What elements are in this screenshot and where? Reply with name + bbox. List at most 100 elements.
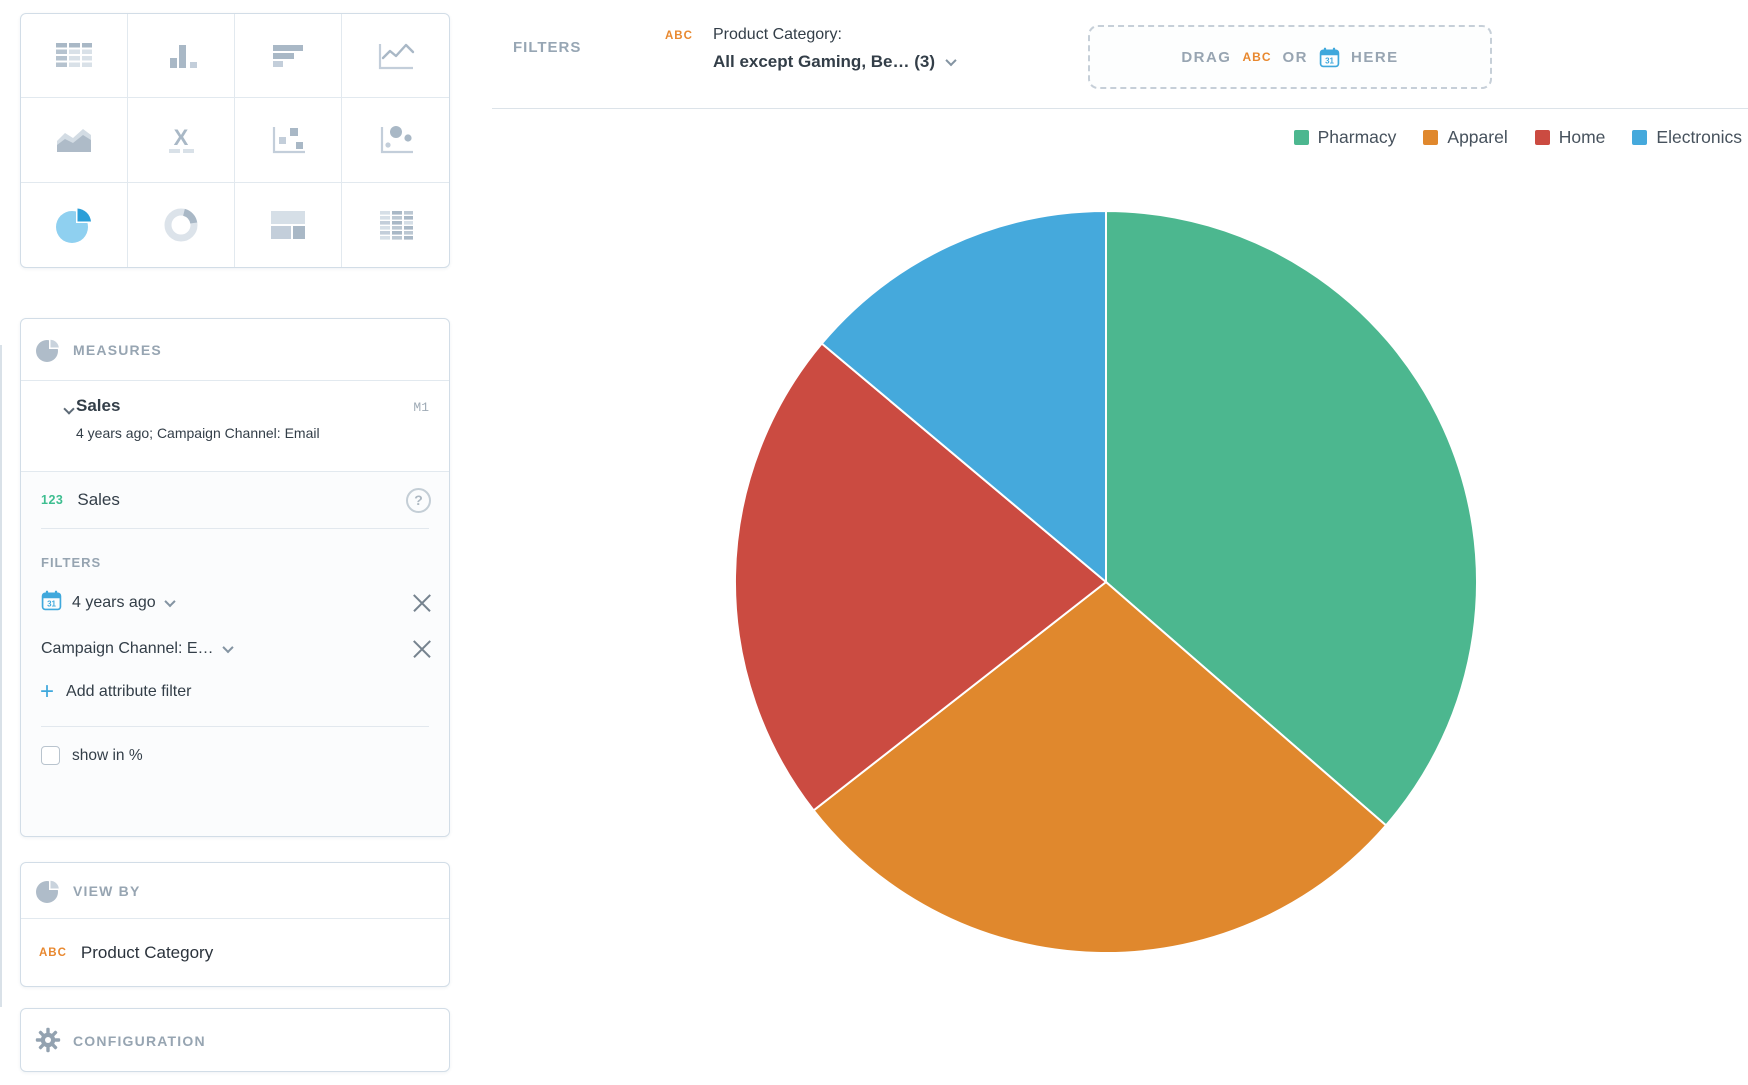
show-in-percent-label: show in %	[72, 746, 143, 764]
add-attribute-filter-label: Add attribute filter	[66, 683, 192, 700]
pie-slice-apparel[interactable]	[812, 580, 1388, 955]
measure-tag: M1	[413, 400, 429, 415]
dropzone-or-label: OR	[1282, 48, 1308, 66]
legend-label: Pharmacy	[1317, 127, 1397, 147]
view-by-header: VIEW BY	[21, 863, 449, 919]
measures-bucket-icon	[36, 337, 61, 362]
view-by-attribute-item[interactable]: ABC Product Category	[21, 919, 449, 986]
measure-detail: 123 Sales ? FILTERS 31 4 years ago Campa…	[21, 472, 449, 836]
remove-filter-icon[interactable]	[413, 640, 431, 658]
product-category-filter-button[interactable]: Product Category: All except Gaming, Be……	[713, 22, 957, 76]
chart-type-treemap[interactable]	[235, 182, 342, 267]
add-attribute-filter-button[interactable]: + Add attribute filter	[40, 678, 429, 706]
metric-row: 123 Sales ?	[21, 472, 449, 528]
view-by-panel: VIEW BY ABC Product Category	[20, 862, 450, 987]
measures-header: MEASURES	[21, 319, 449, 381]
legend-swatch	[1293, 130, 1309, 145]
configuration-title: CONFIGURATION	[73, 1032, 206, 1049]
headline-icon: X	[169, 125, 194, 153]
legend-label: Electronics	[1656, 127, 1742, 147]
chart-type-column-chart[interactable]	[128, 14, 235, 99]
legend-item-home[interactable]: Home	[1534, 127, 1606, 148]
legend-item-pharmacy[interactable]: Pharmacy	[1293, 127, 1397, 148]
dropzone-drag-label: DRAG	[1181, 48, 1232, 66]
view-by-title: VIEW BY	[73, 883, 141, 899]
attribute-type-badge: ABC	[39, 946, 67, 959]
date-filter-row[interactable]: 31 4 years ago	[41, 590, 431, 616]
chevron-down-icon	[221, 641, 234, 654]
attribute-type-badge: ABC	[1242, 50, 1272, 64]
remove-filter-icon[interactable]	[413, 594, 431, 612]
legend-label: Apparel	[1447, 127, 1508, 147]
measure-item-sales[interactable]: Sales M1 4 years ago; Campaign Channel: …	[21, 381, 449, 472]
filter-attribute-name: Product Category:	[713, 26, 842, 43]
legend-swatch	[1423, 130, 1439, 145]
gear-icon	[35, 1027, 61, 1053]
topbar-divider	[492, 108, 1748, 109]
measures-title: MEASURES	[73, 342, 162, 358]
divider	[41, 726, 429, 727]
pie-chart-svg	[734, 209, 1478, 955]
chart-type-pie-chart[interactable]	[21, 182, 128, 267]
chart-type-headline[interactable]: X	[128, 98, 235, 183]
measures-panel: MEASURES Sales M1 4 years ago; Campaign …	[20, 318, 450, 837]
chart-type-heatmap[interactable]	[342, 183, 449, 267]
svg-text:31: 31	[47, 599, 56, 608]
bubble-chart-icon	[380, 125, 413, 154]
treemap-icon	[271, 210, 305, 239]
chevron-down-icon	[945, 54, 957, 67]
legend-label: Home	[1558, 127, 1606, 147]
scatter-plot-icon	[272, 126, 305, 154]
pie-chart-icon	[56, 206, 93, 243]
configuration-header[interactable]: CONFIGURATION	[21, 1027, 449, 1053]
view-by-attribute-label: Product Category	[80, 942, 214, 962]
chart-type-bar-chart[interactable]	[235, 14, 342, 99]
chart-type-table[interactable]	[21, 14, 128, 99]
measure-subtitle: 4 years ago; Campaign Channel: Email	[76, 425, 320, 441]
legend-swatch	[1534, 130, 1550, 145]
show-in-percent-toggle[interactable]: show in %	[41, 746, 429, 765]
column-chart-icon	[170, 44, 197, 68]
chart-type-bubble-chart[interactable]	[342, 98, 449, 183]
area-chart-icon	[57, 128, 91, 152]
pie-slice-pharmacy[interactable]	[1105, 209, 1478, 827]
legend-swatch	[1632, 130, 1648, 145]
chart-type-area-chart[interactable]	[21, 98, 128, 183]
attribute-filter-row[interactable]: Campaign Channel: E…	[41, 636, 431, 662]
table-icon	[56, 42, 92, 67]
filter-dropzone[interactable]: DRAG ABC OR 31 HERE	[1088, 25, 1492, 89]
pie-slice-electronics[interactable]	[820, 209, 1107, 585]
measure-name: Sales	[76, 396, 121, 415]
pie-slice-home[interactable]	[734, 342, 1108, 812]
calendar-icon: 31	[41, 590, 62, 616]
chart-legend: Pharmacy Apparel Home Electronics	[1293, 127, 1742, 148]
topbar-filters-label: FILTERS	[513, 39, 582, 56]
dropzone-here-label: HERE	[1350, 48, 1399, 66]
line-chart-icon	[378, 43, 414, 69]
chart-type-line-chart[interactable]	[342, 14, 449, 99]
svg-text:X: X	[174, 125, 189, 150]
calendar-icon: 31	[1319, 47, 1340, 68]
chart-type-donut-chart[interactable]	[128, 182, 235, 267]
heatmap-icon	[379, 210, 413, 240]
numeric-type-badge: 123	[41, 493, 64, 507]
help-icon[interactable]: ?	[406, 487, 431, 513]
chart-type-selector: X	[20, 13, 450, 268]
left-edge-divider	[0, 345, 2, 1007]
legend-item-electronics[interactable]: Electronics	[1632, 127, 1742, 148]
chevron-down-icon	[163, 595, 176, 608]
metric-name: Sales	[77, 490, 120, 509]
checkbox-unchecked[interactable]	[41, 746, 60, 765]
chevron-down-icon[interactable]	[63, 403, 75, 415]
attribute-type-badge: ABC	[665, 30, 693, 42]
donut-chart-icon	[164, 208, 198, 242]
legend-item-apparel[interactable]: Apparel	[1423, 127, 1508, 148]
bar-chart-icon	[273, 44, 303, 67]
chart-type-scatter-plot[interactable]	[235, 98, 342, 183]
divider	[41, 528, 429, 529]
attribute-filter-label: Campaign Channel: E…	[41, 640, 214, 657]
pie-chart	[732, 208, 1480, 956]
svg-text:31: 31	[1325, 56, 1334, 65]
configuration-panel[interactable]: CONFIGURATION	[20, 1008, 450, 1072]
view-by-bucket-icon	[36, 878, 61, 903]
